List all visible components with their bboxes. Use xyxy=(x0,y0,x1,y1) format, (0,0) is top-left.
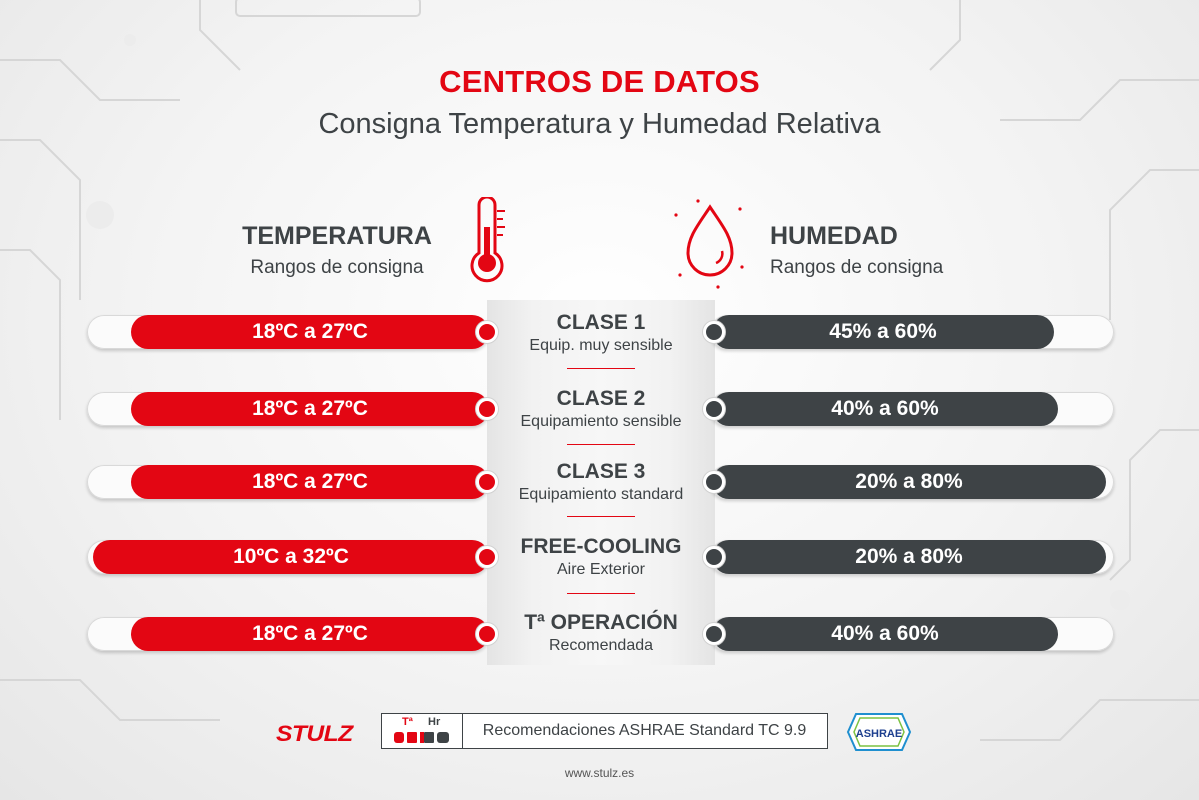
humidity-range: 45% a 60% xyxy=(712,315,1054,349)
badge-text: Recomendaciones ASHRAE Standard TC 9.9 xyxy=(462,714,827,748)
class-description: Equipamiento standard xyxy=(518,486,684,503)
range-bars-icon xyxy=(394,732,449,743)
class-label: CLASE 3 Equipamiento standard xyxy=(487,460,715,505)
humidity-range: 20% a 80% xyxy=(712,465,1106,499)
class-name: FREE-COOLING xyxy=(520,535,682,558)
dark-dot-icon xyxy=(703,546,725,568)
dark-dot-icon xyxy=(703,471,725,493)
dark-dot-icon xyxy=(703,623,725,645)
humidity-header: HUMEDAD Rangos de consigna xyxy=(770,222,985,279)
badge-temp-label: Tª xyxy=(402,716,413,728)
temperature-range: 18ºC a 27ºC xyxy=(131,315,489,349)
temperature-range: 18ºC a 27ºC xyxy=(131,392,489,426)
table-row: 18ºC a 27ºC 40% a 60% xyxy=(0,614,1199,694)
ashrae-badge: Tª Hr Recomendaciones ASHRAE Standard TC… xyxy=(381,713,828,749)
class-name: CLASE 3 xyxy=(556,460,646,483)
temperature-header: TEMPERATURA Rangos de consigna xyxy=(226,222,448,279)
class-description: Equipamiento sensible xyxy=(520,413,682,430)
table-row: 10ºC a 32ºC 20% a 80% xyxy=(0,537,1199,617)
class-name: CLASE 2 xyxy=(556,387,646,410)
divider xyxy=(567,368,635,369)
divider xyxy=(567,516,635,517)
page-subtitle: Consigna Temperatura y Humedad Relativa xyxy=(318,108,881,140)
temperature-subheading: Rangos de consigna xyxy=(250,257,424,278)
class-name: Tª OPERACIÓN xyxy=(524,611,678,634)
temperature-range: 10ºC a 32ºC xyxy=(93,540,489,574)
class-label: FREE-COOLING Aire Exterior xyxy=(487,535,715,580)
class-label: CLASE 1 Equip. muy sensible xyxy=(487,311,715,356)
humidity-heading: HUMEDAD xyxy=(770,222,898,250)
class-description: Equip. muy sensible xyxy=(529,337,673,354)
red-dot-icon xyxy=(476,471,498,493)
divider xyxy=(567,593,635,594)
divider xyxy=(567,444,635,445)
page-title: CENTROS DE DATOS xyxy=(439,64,760,99)
temperature-heading: TEMPERATURA xyxy=(242,222,432,250)
dark-dot-icon xyxy=(703,321,725,343)
red-dot-icon xyxy=(476,623,498,645)
red-dot-icon xyxy=(476,546,498,568)
ashrae-logo: ASHRAE xyxy=(846,713,912,751)
red-dot-icon xyxy=(476,321,498,343)
class-column xyxy=(487,300,715,665)
temperature-range: 18ºC a 27ºC xyxy=(131,465,489,499)
badge-text-strong: ASHRAE xyxy=(618,722,685,739)
svg-text:ASHRAE: ASHRAE xyxy=(856,728,902,740)
table-row: 18ºC a 27ºC 40% a 60% xyxy=(0,389,1199,469)
badge-hum-label: Hr xyxy=(428,716,441,728)
website-url: www.stulz.es xyxy=(564,766,635,780)
table-row: 18ºC a 27ºC 45% a 60% xyxy=(0,312,1199,392)
stulz-logo: STULZ xyxy=(276,721,353,746)
humidity-subheading: Rangos de consigna xyxy=(770,257,944,278)
badge-text-suffix: Standard TC 9.9 xyxy=(689,722,807,739)
class-description: Aire Exterior xyxy=(556,561,646,578)
temperature-range: 18ºC a 27ºC xyxy=(131,617,489,651)
dark-dot-icon xyxy=(703,398,725,420)
humidity-range: 40% a 60% xyxy=(712,392,1058,426)
class-name: CLASE 1 xyxy=(556,311,646,334)
table-row: 18ºC a 27ºC 20% a 80% xyxy=(0,462,1199,542)
badge-text-prefix: Recomendaciones xyxy=(482,722,616,739)
class-label: CLASE 2 Equipamiento sensible xyxy=(487,387,715,432)
red-dot-icon xyxy=(476,398,498,420)
thermometer-icon xyxy=(470,197,505,283)
class-label: Tª OPERACIÓN Recomendada xyxy=(487,611,715,656)
class-description: Recomendada xyxy=(548,637,654,654)
humidity-range: 20% a 80% xyxy=(712,540,1106,574)
water-drop-icon xyxy=(674,199,744,289)
humidity-range: 40% a 60% xyxy=(712,617,1058,651)
temp-humidity-symbol: Tª Hr xyxy=(382,714,463,748)
